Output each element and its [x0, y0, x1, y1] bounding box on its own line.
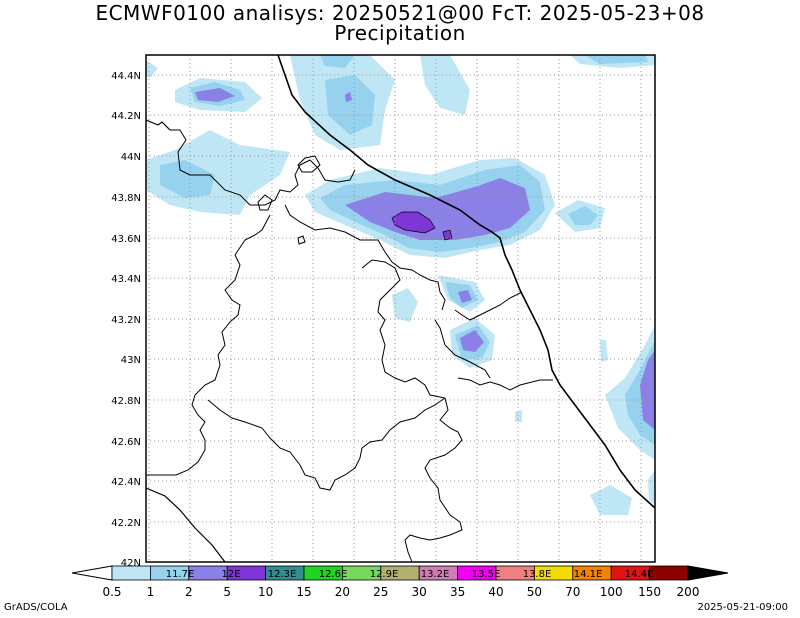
- border-abruzzo: [457, 377, 553, 391]
- lat-label: 42.4N: [111, 477, 141, 488]
- border-small: [297, 235, 306, 245]
- lon-label: 12.9E: [370, 569, 399, 580]
- lon-label: 12.6E: [319, 569, 348, 580]
- lat-label: 43.8N: [111, 193, 141, 204]
- coastline-west: [146, 487, 226, 562]
- geography-lines: [146, 55, 655, 562]
- colorbar-level-labels: 0.5 1 2 5 10 15 20 25 30 35 40 50 70 100 150 200: [102, 585, 699, 599]
- colorbar-high-arrow: [687, 565, 729, 581]
- lon-label: 14.4E: [625, 569, 654, 580]
- lat-label: 44.2N: [111, 111, 141, 122]
- border-lazio: [207, 397, 446, 491]
- colorbar-level-label: 1: [147, 585, 155, 599]
- coastline-north: [146, 119, 171, 131]
- border-marche-south: [454, 291, 523, 321]
- colorbar-level-label: 0.5: [102, 585, 121, 599]
- colorbar-level-label: 100: [600, 585, 623, 599]
- lat-label: 43.6N: [111, 234, 141, 245]
- border-rome: [257, 194, 273, 211]
- colorbar-level-label: 30: [412, 585, 427, 599]
- map-subtitle: Precipitation: [334, 21, 466, 45]
- colorbar-box: [111, 565, 151, 581]
- lon-label: 13.8E: [523, 569, 552, 580]
- border-umbria: [361, 259, 463, 562]
- lat-label: 42.2N: [111, 518, 141, 529]
- lon-label: 12E: [221, 569, 240, 580]
- colorbar-level-label: 15: [296, 585, 311, 599]
- longitude-labels: 11.7E 12E 12.3E 12.6E 12.9E 13.2E 13.5E …: [166, 569, 654, 580]
- lon-label: 11.7E: [166, 569, 195, 580]
- lat-label: 42.6N: [111, 437, 141, 448]
- colorbar-level-label: 150: [638, 585, 661, 599]
- lon-label: 12.3E: [268, 569, 297, 580]
- border-tuscany: [146, 214, 271, 476]
- plot-frame: [145, 54, 656, 563]
- colorbar-level-label: 20: [335, 585, 350, 599]
- border-inner: [434, 319, 491, 379]
- colorbar-box: [649, 565, 689, 581]
- colorbar-level-label: 10: [258, 585, 273, 599]
- lat-label: 43.4N: [111, 274, 141, 285]
- lat-label: 44.4N: [111, 71, 141, 82]
- lon-label: 13.5E: [472, 569, 501, 580]
- footer-credit: GrADS/COLA: [4, 602, 68, 613]
- lat-label: 43N: [121, 355, 141, 366]
- border-sanmarino: [297, 155, 321, 173]
- coastline: [277, 55, 655, 509]
- lon-label: 13.2E: [421, 569, 450, 580]
- colorbar-level-label: 200: [677, 585, 700, 599]
- colorbar-level-label: 40: [488, 585, 503, 599]
- colorbar-boxes: [111, 565, 689, 581]
- colorbar-level-label: 50: [527, 585, 542, 599]
- colorbar-low-arrow: [71, 565, 113, 581]
- colorbar-level-label: 5: [223, 585, 231, 599]
- lat-label: 43.2N: [111, 315, 141, 326]
- border-marche-west: [284, 204, 446, 311]
- colorbar-level-label: 2: [185, 585, 193, 599]
- lon-label: 14.1E: [574, 569, 603, 580]
- map-grid: [146, 55, 655, 562]
- colorbar: 11.7E 12E 12.3E 12.6E 12.9E 13.2E 13.5E …: [71, 565, 729, 599]
- colorbar-level-label: 35: [450, 585, 465, 599]
- map-title: ECMWF0100 analisys: 20250521@00 FcT: 202…: [95, 1, 705, 25]
- border-north: [170, 129, 356, 206]
- colorbar-level-label: 25: [373, 585, 388, 599]
- colorbar-level-label: 70: [565, 585, 580, 599]
- lat-label: 44N: [121, 152, 141, 163]
- footer-timestamp: 2025-05-21-09:00: [697, 602, 788, 613]
- lat-label: 42.8N: [111, 396, 141, 407]
- precipitation-field: [146, 55, 655, 515]
- lat-label: 42N: [121, 558, 141, 569]
- latitude-labels: 44.4N 44.2N 44N 43.8N 43.6N 43.4N 43.2N …: [111, 71, 141, 569]
